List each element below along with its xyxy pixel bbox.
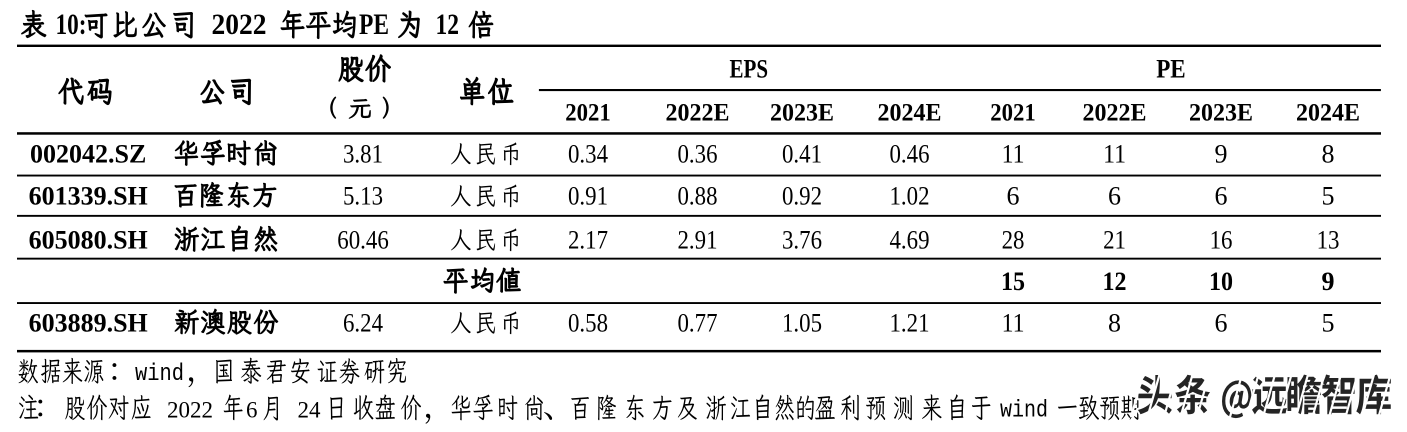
svg-text:2021: 2021	[565, 100, 611, 127]
svg-text:8: 8	[1322, 140, 1335, 169]
svg-text:2024E: 2024E	[878, 100, 942, 127]
svg-text:24: 24	[298, 398, 322, 423]
svg-text:6: 6	[1215, 182, 1228, 211]
svg-text:6: 6	[246, 398, 258, 423]
svg-text:1.02: 1.02	[890, 182, 930, 211]
svg-text:10:: 10:	[56, 8, 87, 41]
svg-text:6: 6	[1215, 309, 1228, 338]
svg-text:5.13: 5.13	[343, 182, 383, 211]
svg-text:6.24: 6.24	[343, 309, 383, 338]
svg-text:13: 13	[1317, 226, 1340, 255]
svg-text:0.91: 0.91	[568, 182, 608, 211]
svg-text:16: 16	[1210, 226, 1233, 255]
svg-text:0.36: 0.36	[678, 140, 718, 169]
svg-text:EPS: EPS	[730, 55, 769, 84]
svg-text:0.92: 0.92	[782, 182, 822, 211]
svg-text:2.91: 2.91	[678, 226, 718, 255]
svg-text:PE: PE	[359, 8, 389, 41]
svg-text:9: 9	[1215, 140, 1228, 169]
svg-text:11: 11	[1002, 309, 1025, 338]
svg-text:5: 5	[1322, 182, 1335, 211]
svg-text:2022E: 2022E	[1083, 100, 1147, 127]
svg-text:2.17: 2.17	[568, 226, 608, 255]
svg-text:5: 5	[1322, 309, 1335, 338]
svg-text:21: 21	[1103, 226, 1126, 255]
svg-text:wind: wind	[135, 361, 184, 388]
svg-text:28: 28	[1002, 226, 1025, 255]
svg-text:10: 10	[1209, 267, 1233, 296]
svg-text:2023E: 2023E	[770, 100, 834, 127]
svg-text:2022: 2022	[167, 398, 213, 423]
svg-text:9: 9	[1322, 267, 1335, 296]
svg-text:0.41: 0.41	[782, 140, 822, 169]
svg-text:2021: 2021	[990, 100, 1035, 127]
svg-text:2023E: 2023E	[1189, 100, 1253, 127]
svg-text:11: 11	[1103, 140, 1126, 169]
svg-text:0.46: 0.46	[890, 140, 930, 169]
svg-text:1.05: 1.05	[782, 309, 822, 338]
svg-text:12: 12	[1103, 267, 1127, 296]
svg-text:PE: PE	[1156, 55, 1186, 84]
svg-text:0.88: 0.88	[678, 182, 718, 211]
svg-text:0.34: 0.34	[568, 140, 608, 169]
svg-text:603889.SH: 603889.SH	[29, 309, 148, 338]
svg-text:3.81: 3.81	[343, 140, 383, 169]
svg-text:60.46: 60.46	[337, 226, 389, 255]
svg-text:6: 6	[1108, 182, 1121, 211]
svg-text:6: 6	[1007, 182, 1020, 211]
svg-text:601339.SH: 601339.SH	[29, 182, 148, 211]
svg-text:605080.SH: 605080.SH	[29, 226, 148, 255]
svg-text:15: 15	[1001, 267, 1025, 296]
svg-text:wind: wind	[1000, 398, 1048, 425]
svg-text:2024E: 2024E	[1296, 100, 1360, 127]
svg-text:3.76: 3.76	[782, 226, 822, 255]
svg-text:2022E: 2022E	[666, 100, 730, 127]
svg-text:002042.SZ: 002042.SZ	[30, 140, 146, 169]
svg-text:4.69: 4.69	[890, 226, 930, 255]
svg-text:8: 8	[1108, 309, 1121, 338]
svg-text:2022: 2022	[212, 8, 267, 41]
svg-text:1.21: 1.21	[890, 309, 930, 338]
svg-text:0.58: 0.58	[568, 309, 608, 338]
svg-text:0.77: 0.77	[678, 309, 718, 338]
svg-text:12: 12	[436, 8, 460, 41]
svg-text:11: 11	[1002, 140, 1025, 169]
